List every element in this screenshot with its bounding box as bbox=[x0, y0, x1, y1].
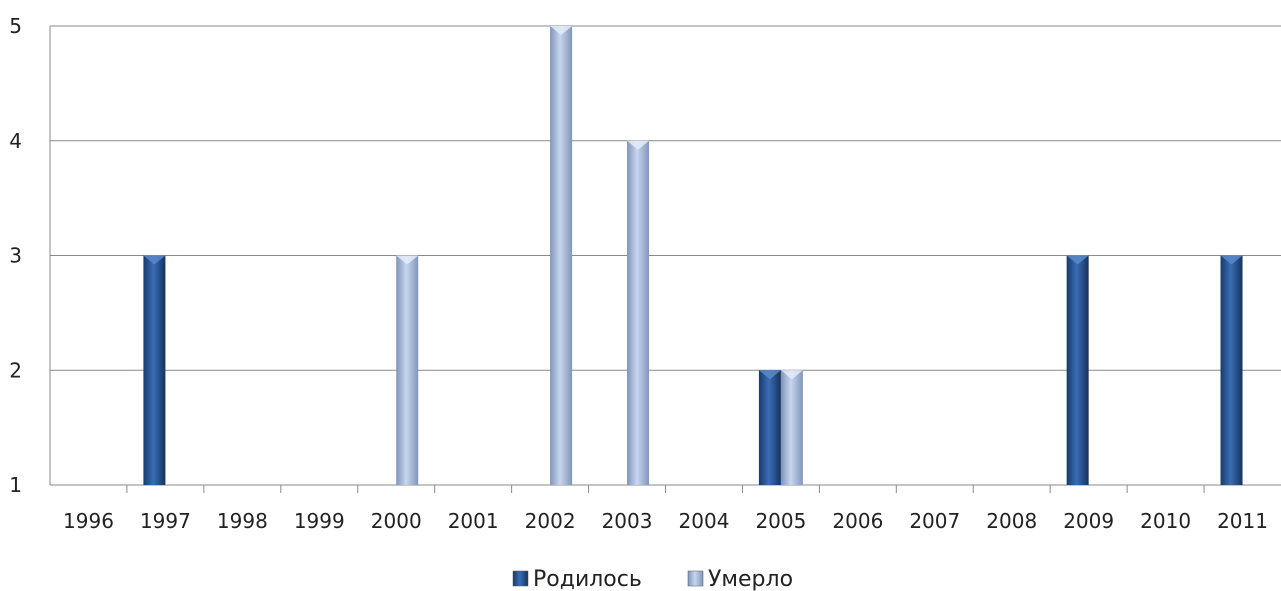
legend-label-born: Родилось bbox=[533, 567, 642, 591]
bar-cap bbox=[396, 255, 419, 265]
x-tick-label: 2004 bbox=[679, 509, 730, 533]
y-tick-label: 5 bbox=[9, 14, 22, 38]
y-axis: 1 2 3 4 5 bbox=[9, 14, 22, 497]
bar-born-2011 bbox=[1220, 255, 1243, 485]
bar-cap bbox=[1066, 255, 1089, 265]
bar-cap bbox=[143, 255, 166, 265]
y-tick-label: 4 bbox=[9, 129, 22, 153]
bar-cap bbox=[627, 140, 650, 150]
bar-cap bbox=[758, 370, 781, 380]
x-tick-label: 2000 bbox=[371, 509, 422, 533]
bar-cap bbox=[1220, 255, 1243, 265]
x-tick-label: 1996 bbox=[63, 509, 114, 533]
bar-died-2003 bbox=[627, 140, 650, 485]
x-tick-label: 2005 bbox=[755, 509, 806, 533]
x-tick-label: 2010 bbox=[1140, 509, 1191, 533]
x-tick-label: 2002 bbox=[525, 509, 576, 533]
x-tick-label: 2003 bbox=[602, 509, 653, 533]
bar-died-2000 bbox=[396, 255, 419, 485]
bar-born-1997 bbox=[143, 255, 166, 485]
legend: Родилось Умерло bbox=[512, 567, 793, 591]
x-tick-label: 2006 bbox=[832, 509, 883, 533]
x-tick-label: 1998 bbox=[217, 509, 268, 533]
y-tick-label: 1 bbox=[9, 473, 22, 497]
x-tick-label: 2008 bbox=[986, 509, 1037, 533]
x-tick-label: 2001 bbox=[448, 509, 499, 533]
x-tick-label: 1997 bbox=[140, 509, 191, 533]
bar-cap bbox=[780, 370, 803, 380]
x-tick-label: 2011 bbox=[1217, 509, 1268, 533]
bar-born-2009 bbox=[1066, 255, 1089, 485]
bar-died-2005 bbox=[780, 370, 803, 485]
bar-born-2005 bbox=[758, 370, 781, 485]
bar-died-2002 bbox=[550, 26, 573, 485]
x-tick-label: 2007 bbox=[909, 509, 960, 533]
bars bbox=[143, 26, 1243, 485]
y-tick-label: 3 bbox=[9, 244, 22, 268]
legend-swatch-born bbox=[512, 570, 529, 587]
bar-cap bbox=[550, 26, 573, 35]
legend-swatch-died bbox=[687, 570, 704, 587]
x-axis: 1996 1997 1998 1999 2000 2001 2002 2003 2004 2005… bbox=[63, 485, 1268, 533]
x-tick-label: 2009 bbox=[1063, 509, 1114, 533]
grid-lines bbox=[49, 25, 1281, 486]
legend-label-died: Умерло bbox=[708, 567, 793, 591]
y-tick-label: 2 bbox=[9, 358, 22, 382]
x-tick-label: 1999 bbox=[294, 509, 345, 533]
